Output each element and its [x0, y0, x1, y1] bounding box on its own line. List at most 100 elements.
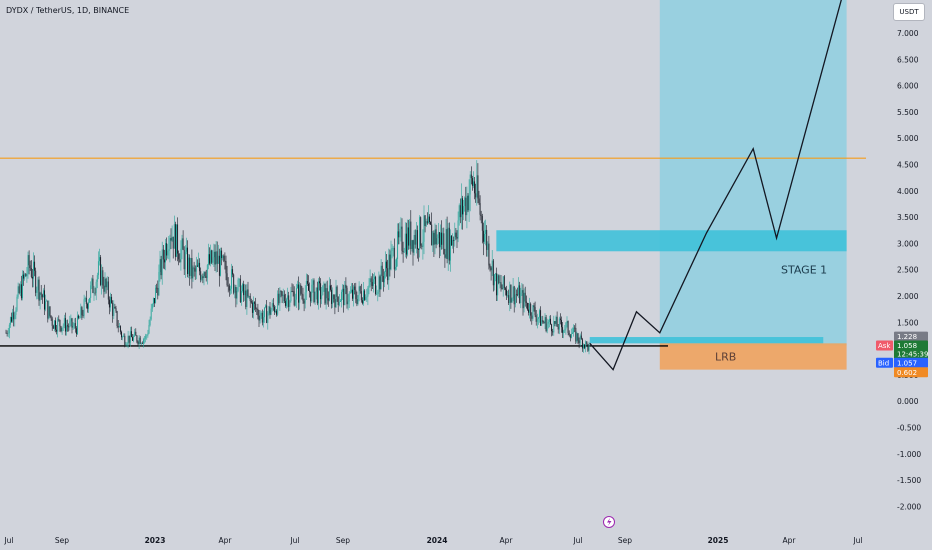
candle-body	[148, 325, 150, 334]
candle-body	[8, 324, 10, 334]
candle-body	[435, 229, 437, 245]
y-tick-label: 7.000	[897, 29, 919, 38]
candle-body	[493, 274, 495, 286]
price-tag-label: Ask	[878, 342, 891, 350]
candle-body	[499, 282, 501, 284]
candle-body	[341, 291, 342, 301]
candle-body	[412, 240, 414, 253]
x-tick-label: 2024	[427, 536, 448, 545]
candle-body	[542, 320, 544, 323]
candle-body	[226, 273, 228, 286]
candle-body	[51, 318, 53, 326]
candle-body	[216, 251, 218, 264]
candle-body	[565, 322, 567, 330]
candle-body	[433, 232, 435, 245]
candle-body	[522, 290, 524, 309]
projection-path	[589, 0, 842, 371]
x-tick-label: Sep	[336, 536, 350, 545]
candle-body	[127, 335, 129, 344]
candle-body	[496, 273, 498, 296]
candle-body	[292, 291, 294, 292]
candle-body	[532, 305, 534, 319]
price-tag-countdown: 12:45:39	[894, 348, 928, 359]
candle-body	[104, 278, 106, 292]
candle-body	[475, 193, 477, 198]
candle-body	[449, 235, 451, 261]
candle-body	[203, 272, 205, 278]
candle-body	[162, 249, 164, 260]
price-tag-high: 1.228	[894, 331, 928, 342]
candle-body	[55, 320, 56, 330]
price-tag-value: 0.602	[897, 369, 917, 377]
candle-body	[447, 227, 449, 260]
candle-body	[123, 335, 125, 337]
x-tick-label: Jul	[852, 536, 862, 545]
candle-body	[531, 315, 533, 319]
candle-body	[498, 275, 500, 284]
candle-body	[354, 286, 356, 290]
candle-body	[470, 174, 472, 179]
currency-button[interactable]: USDT	[893, 3, 925, 21]
candle-body	[143, 339, 144, 344]
candle-body	[193, 267, 195, 269]
candle-body	[206, 264, 208, 278]
candle-body	[322, 285, 324, 296]
candle-body	[205, 276, 207, 278]
candle-body	[261, 312, 263, 323]
candle-body	[119, 326, 121, 332]
candle-body	[524, 292, 526, 302]
candle-body	[185, 247, 187, 252]
candle-body	[270, 309, 272, 315]
candle-body	[418, 249, 419, 250]
candle-body	[133, 336, 135, 341]
lightning-icon[interactable]	[603, 516, 615, 528]
candle-body	[244, 290, 246, 296]
candle-body	[48, 306, 50, 319]
candle-body	[141, 343, 143, 344]
x-tick-label: 2025	[708, 536, 729, 545]
candle-body	[169, 238, 171, 250]
candle-body	[381, 265, 383, 277]
candle-body	[11, 317, 12, 322]
candle-body	[352, 289, 353, 299]
candle-body	[313, 280, 315, 303]
x-tick-label: Jul	[289, 536, 299, 545]
candle-body	[188, 257, 190, 274]
candle-body	[312, 280, 314, 285]
candle-body	[327, 298, 329, 301]
candle-body	[204, 272, 206, 277]
candle-body	[391, 248, 393, 252]
candle-body	[80, 307, 82, 319]
candle-body	[482, 230, 484, 242]
candle-body	[585, 341, 587, 349]
candle-body	[519, 285, 521, 304]
candle-body	[138, 337, 140, 345]
candle-body	[535, 315, 537, 322]
candle-body	[249, 295, 251, 302]
candle-body	[396, 259, 397, 267]
candle-body	[130, 331, 132, 338]
candle-body	[102, 270, 104, 286]
candle-body	[196, 265, 198, 267]
candle-body	[245, 290, 247, 307]
candle-body	[347, 301, 349, 305]
candle-body	[83, 299, 85, 316]
candle-body	[158, 272, 160, 296]
candle-body	[176, 224, 177, 257]
candle-body	[328, 285, 330, 301]
candle-body	[89, 297, 91, 303]
candle-body	[268, 306, 270, 314]
candle-body	[44, 290, 45, 310]
y-tick-label: 2.000	[897, 292, 919, 301]
price-tag-last: 1.058	[894, 340, 928, 351]
candle-body	[404, 233, 406, 252]
candle-body	[333, 294, 335, 300]
candle-body	[506, 289, 507, 296]
candle-body	[84, 297, 86, 300]
candle-body	[187, 247, 188, 274]
candle-body	[453, 240, 455, 241]
candle-body	[132, 337, 133, 341]
candle-body	[481, 216, 483, 231]
candle-body	[235, 287, 237, 299]
